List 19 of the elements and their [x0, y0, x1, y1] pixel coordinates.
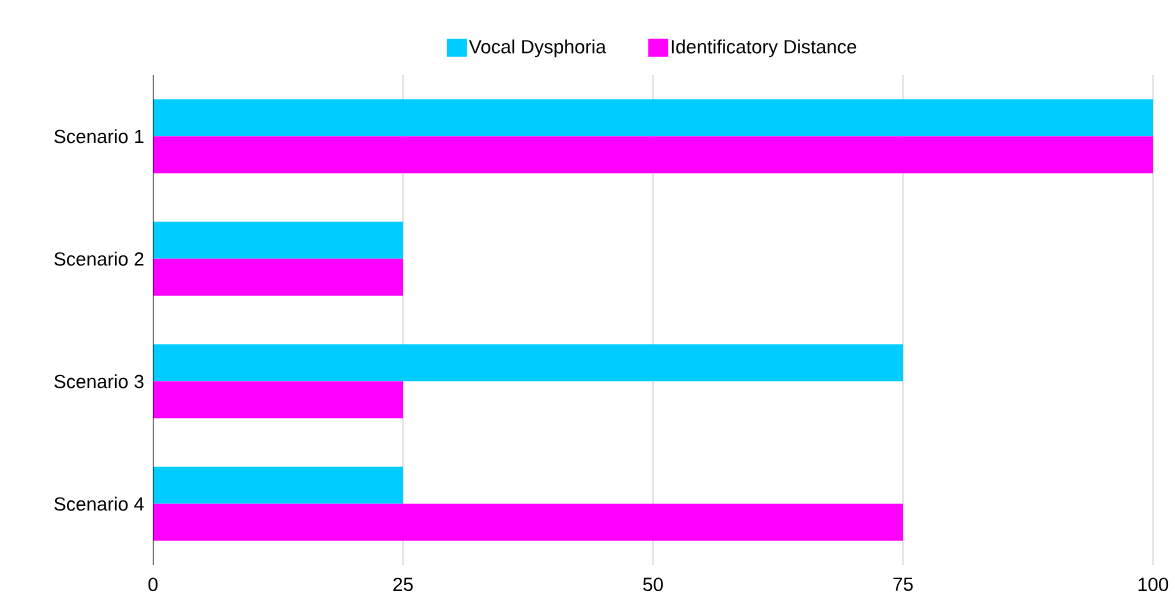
x-tick-label: 50 — [643, 577, 663, 592]
bar — [153, 99, 1153, 137]
legend-label: Identificatory Distance — [671, 39, 857, 58]
bar — [153, 344, 903, 382]
y-tick-label: Scenario 4 — [54, 496, 144, 511]
bar — [153, 136, 1153, 174]
x-tick-label: 0 — [148, 577, 158, 592]
bar — [153, 381, 403, 419]
bar — [153, 466, 403, 504]
bar — [153, 221, 403, 259]
bar — [153, 258, 403, 296]
bar — [153, 503, 903, 541]
y-tick-label: Scenario 3 — [54, 374, 144, 389]
x-tick-label: 75 — [893, 577, 913, 591]
x-tick-label: 100 — [1138, 577, 1169, 592]
x-tick-label: 25 — [393, 577, 413, 592]
legend-label: Vocal Dysphoria — [468, 39, 607, 58]
y-tick-label: Scenario 2 — [54, 251, 144, 266]
y-tick-label: Scenario 1 — [54, 129, 144, 144]
